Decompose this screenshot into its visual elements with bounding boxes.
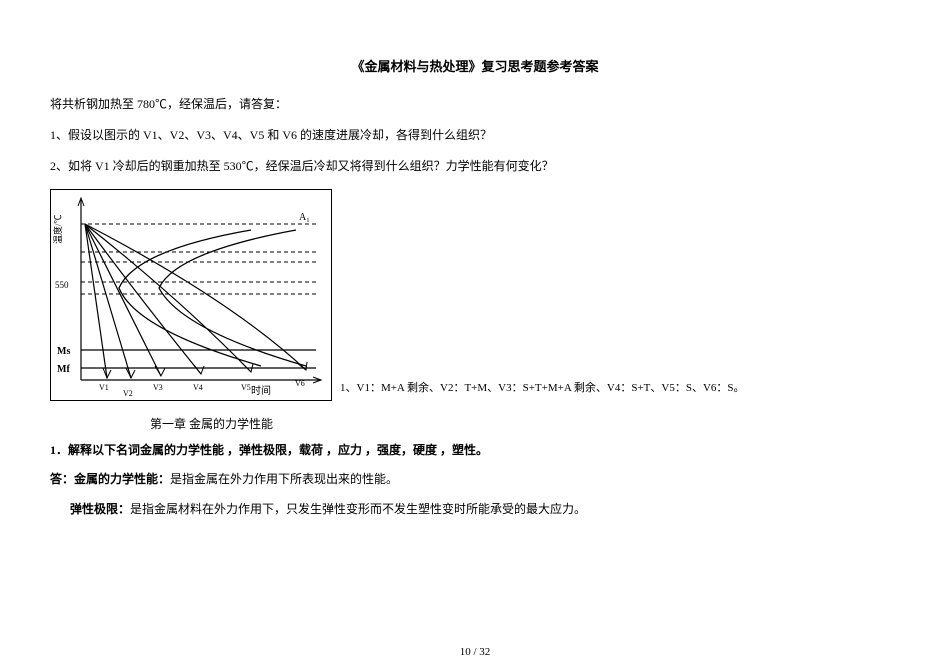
chapter-heading: 第一章 金属的力学性能	[150, 415, 900, 432]
v2-label: V2	[123, 389, 133, 398]
temp-550-label: 550	[55, 280, 69, 290]
answer-2-term: 弹性极限：	[70, 502, 130, 516]
page-number: 10 / 32	[0, 646, 950, 658]
answer-2-body: 是指金属材料在外力作用下，只发生弹性变形而不发生塑性变时所能承受的最大应力。	[130, 502, 586, 516]
question-1: 1、假设以图示的 V1、V2、V3、V4、V5 和 V6 的速度进展冷却，各得到…	[50, 126, 900, 145]
page-total: 32	[479, 646, 490, 658]
answer-2: 弹性极限：是指金属材料在外力作用下，只发生弹性变形而不发生塑性变时所能承受的最大…	[50, 499, 900, 521]
x-axis-label: 时间	[251, 384, 271, 397]
a1-label: A₁	[299, 212, 310, 223]
y-axis-label: 温度/℃	[52, 214, 63, 244]
answer-1-body: 是指金属在外力作用下所表现出来的性能。	[170, 472, 398, 486]
question-2: 2、如将 V1 冷却后的钢重加热至 530℃，经保温后冷却又将得到什么组织？力学…	[50, 157, 900, 176]
answer-label: 答：	[50, 472, 74, 486]
v3-label: V3	[153, 383, 163, 392]
answer-1: 答：金属的力学性能：是指金属在外力作用下所表现出来的性能。	[50, 469, 900, 491]
page-current: 10	[460, 646, 471, 658]
diagram-caption: 1、V1：M+A 剩余、V2：T+M、V3：S+T+M+A 剩余、V4：S+T、…	[340, 379, 745, 401]
v1-label: V1	[99, 383, 109, 392]
mf-label: Mf	[57, 364, 70, 375]
intro-paragraph: 将共析钢加热至 780℃，经保温后，请答复：	[50, 95, 900, 114]
v4-label: V4	[193, 383, 203, 392]
document-title: 《金属材料与热处理》复习思考题参考答案	[50, 56, 900, 75]
v5-label: V5	[241, 383, 251, 392]
diagram-row: A₁ Ms Mf 550 温度/℃ 时间	[50, 189, 900, 401]
v6-label: V6	[295, 379, 305, 388]
answer-1-term: 金属的力学性能：	[74, 472, 170, 486]
term-question: 1．解释以下名词金属的力学性能 ，弹性极限，载荷 ，应力 ，强度，硬度 ，塑性。	[50, 440, 900, 462]
ms-label: Ms	[57, 346, 70, 357]
ttt-diagram-svg: A₁ Ms Mf 550 温度/℃ 时间	[51, 190, 331, 400]
ttt-diagram: A₁ Ms Mf 550 温度/℃ 时间	[50, 189, 332, 401]
